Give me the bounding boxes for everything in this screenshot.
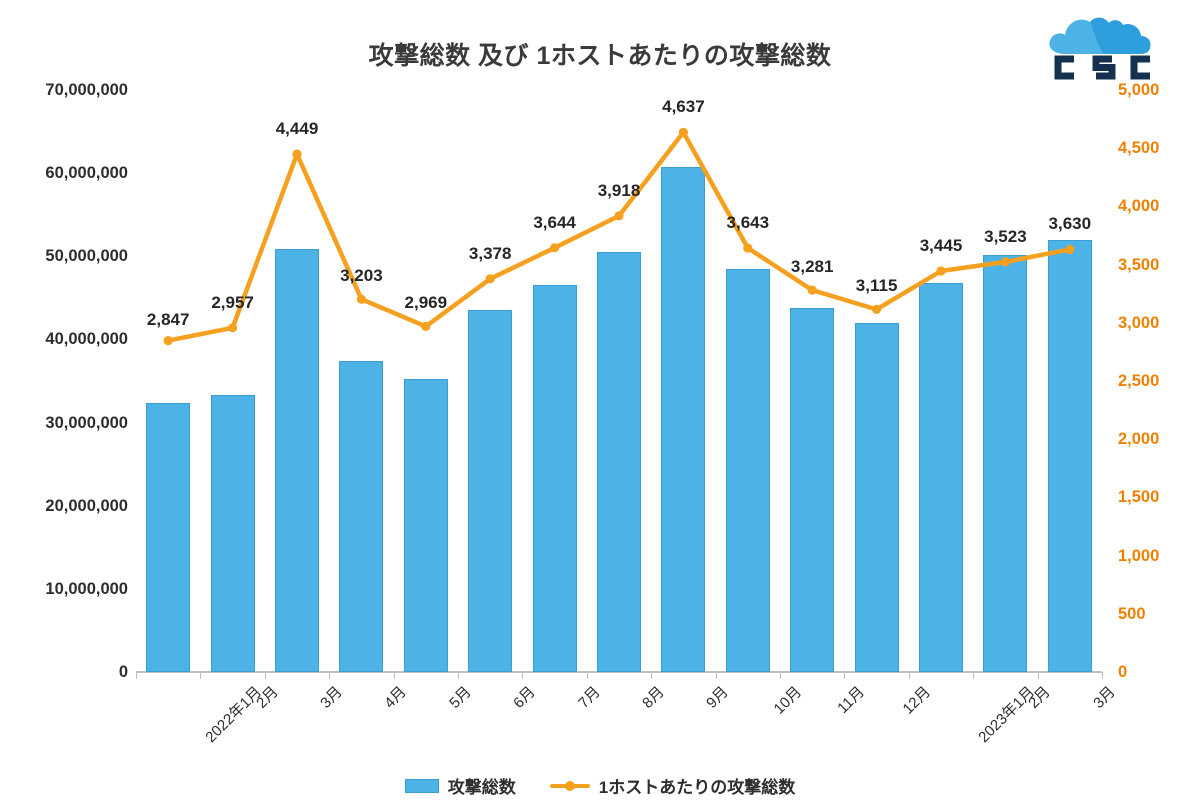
cloud-icon: [1049, 17, 1151, 54]
data-label-4: 3,203: [340, 266, 383, 286]
legend-label-line: 1ホストあたりの攻撃総数: [598, 778, 796, 797]
bar-7[interactable]: [532, 285, 577, 672]
x-axis-tick: [973, 672, 975, 679]
data-label-1: 2,847: [146, 309, 190, 329]
data-label-8: 3,918: [597, 180, 641, 200]
x-axis-tick: [1102, 672, 1103, 679]
bar-4[interactable]: [339, 361, 384, 672]
y-left-tick-label: 70,000,000: [45, 81, 128, 99]
data-label-13: 3,445: [919, 236, 963, 255]
x-axis-tick: [651, 672, 653, 679]
x-axis-label-11: 11月: [834, 683, 869, 717]
legend-item-line[interactable]: 1ホストあたりの攻撃総数: [549, 773, 796, 798]
y-right-tick-label: 2,500: [1118, 372, 1160, 390]
bar-12[interactable]: [854, 322, 899, 672]
y-right-tick-label: 3,500: [1118, 255, 1160, 274]
chart-legend: 攻撃総数 1ホストあたりの攻撃総数: [0, 773, 1200, 798]
data-label-7: 3,644: [533, 212, 576, 232]
x-axis-label-12: 12月: [899, 683, 934, 718]
letter-c-2: [1130, 55, 1150, 80]
x-axis-label-13: 2023年1月: [975, 683, 1039, 747]
y-right-tick-label: 500: [1118, 604, 1146, 623]
line-marker-icon: [549, 779, 590, 793]
bar-9[interactable]: [661, 166, 706, 672]
x-axis-tick: [329, 672, 331, 679]
x-axis-tick: [780, 672, 781, 679]
x-axis-label-15: 3月: [1089, 683, 1119, 712]
bar-3[interactable]: [275, 248, 319, 672]
y-left-tick-label: 40,000,000: [45, 330, 128, 349]
legend-label-bar: 攻撃総数: [447, 778, 516, 797]
x-axis-tick: [1037, 672, 1039, 679]
bar-15[interactable]: [1047, 239, 1092, 672]
x-axis-label-4: 4月: [381, 683, 411, 712]
y-left-tick-label: 30,000,000: [45, 413, 128, 432]
chart-title: 攻撃総数 及び 1ホストあたりの攻撃総数: [368, 42, 832, 70]
x-axis-label-6: 6月: [510, 683, 539, 712]
data-label-2: 2,957: [211, 292, 254, 312]
legend-item-bar[interactable]: 攻撃総数: [404, 773, 516, 798]
y-right-tick-label: 1,000: [1118, 546, 1160, 565]
x-axis-tick: [393, 672, 395, 679]
x-axis-tick: [715, 672, 717, 679]
x-axis-label-9: 9月: [703, 683, 733, 712]
data-label-12: 3,115: [855, 276, 898, 296]
cloud-shape-dark: [1090, 17, 1151, 54]
x-axis-tick: [844, 672, 846, 679]
csc-logo-graphic: CYBER SECURITY CLOUD: [1049, 17, 1151, 80]
x-axis-tick: [200, 672, 202, 679]
y-right-tick-label: 3,000: [1118, 313, 1160, 332]
y-left-tick-label: 60,000,000: [45, 164, 128, 183]
y-right-tick-label: 4,500: [1118, 139, 1160, 158]
y-right-tick-label: 1,500: [1118, 488, 1160, 507]
data-label-9: 4,637: [662, 97, 705, 117]
y-right-tick-label: 2,000: [1118, 430, 1160, 449]
bar-1[interactable]: [146, 403, 191, 672]
bar-2[interactable]: [210, 395, 255, 672]
x-axis-label-8: 8月: [639, 683, 668, 712]
x-axis-tick: [586, 672, 588, 679]
data-label-15: 3,630: [1048, 214, 1092, 234]
x-axis-label-10: 10月: [770, 683, 805, 718]
y-left-tick-label: 50,000,000: [45, 247, 128, 266]
x-axis-label-5: 5月: [445, 683, 475, 712]
x-axis-tick: [264, 672, 266, 679]
x-axis-tick: [522, 672, 524, 679]
letter-s: [1092, 55, 1116, 80]
x-axis-label-7: 7月: [574, 683, 604, 712]
y-left-tick-label: 0: [118, 663, 128, 681]
data-label-11: 3,281: [790, 257, 834, 277]
bar-10[interactable]: [725, 268, 770, 672]
x-axis-label-3: 3月: [317, 683, 346, 712]
data-label-3: 4,449: [275, 119, 319, 139]
bar-swatch-icon: [404, 778, 439, 793]
letter-c-1: [1054, 55, 1074, 80]
data-label-5: 2,969: [404, 293, 448, 313]
bar-11[interactable]: [790, 307, 835, 672]
bar-6[interactable]: [468, 310, 513, 672]
bar-8[interactable]: [597, 252, 641, 672]
x-axis-tick: [458, 672, 459, 679]
bar-5[interactable]: [403, 379, 448, 672]
x-axis-tick: [136, 672, 137, 679]
y-right-tick-label: 4,000: [1118, 197, 1160, 216]
data-label-10: 3,643: [726, 212, 770, 232]
y-left-tick-label: 20,000,000: [45, 496, 128, 515]
csc-wordmark: [1054, 55, 1150, 80]
y-right-tick-label: 5,000: [1118, 81, 1160, 99]
x-axis-label-1: 2022年1月: [202, 683, 266, 747]
csc-logo: CYBER SECURITY CLOUD: [1032, 8, 1182, 80]
bars-container: [136, 90, 1102, 672]
data-label-6: 3,378: [468, 243, 512, 263]
y-right-tick-label: 0: [1118, 663, 1128, 681]
bar-14[interactable]: [983, 254, 1028, 672]
y-left-tick-label: 10,000,000: [45, 579, 128, 598]
data-label-14: 3,523: [984, 226, 1027, 246]
x-axis-tick: [908, 672, 910, 679]
bar-13[interactable]: [919, 282, 963, 672]
